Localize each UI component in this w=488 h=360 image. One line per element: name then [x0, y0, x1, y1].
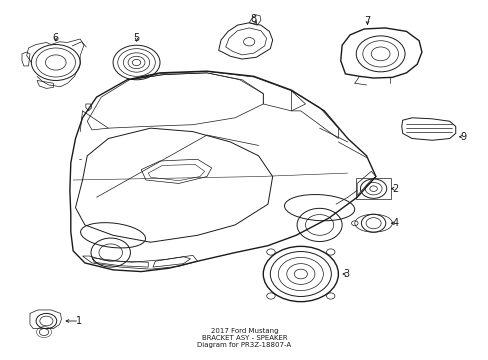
Text: 8: 8: [250, 14, 256, 24]
Text: 1: 1: [76, 316, 82, 326]
Text: 2017 Ford Mustang
BRACKET ASY - SPEAKER
Diagram for PR3Z-18807-A: 2017 Ford Mustang BRACKET ASY - SPEAKER …: [197, 328, 291, 348]
Text: 2: 2: [392, 184, 398, 194]
Text: 6: 6: [53, 33, 59, 42]
Text: 5: 5: [133, 33, 140, 42]
Text: 3: 3: [343, 269, 349, 279]
Text: 7: 7: [364, 16, 370, 26]
Text: 9: 9: [459, 132, 466, 142]
Text: 4: 4: [392, 218, 398, 228]
